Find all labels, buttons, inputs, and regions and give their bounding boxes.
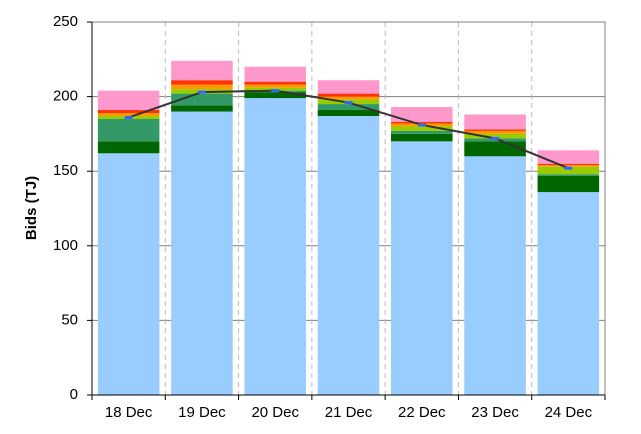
bar-segment <box>97 118 160 142</box>
bar-segment <box>244 92 306 99</box>
bar-segment <box>464 141 526 157</box>
bar-segment <box>97 141 160 154</box>
bar-segment <box>464 130 526 134</box>
bar-segment <box>391 126 453 131</box>
bar-segment <box>317 104 380 111</box>
y-tick-label: 200 <box>53 88 78 105</box>
bar-segment <box>97 110 160 114</box>
bar-segment <box>97 113 160 116</box>
x-tick-label: 18 Dec <box>105 404 153 421</box>
bar-segment <box>391 121 453 124</box>
bar-segment <box>171 105 233 112</box>
bar-segment <box>464 129 526 131</box>
y-tick-label: 150 <box>53 162 78 179</box>
x-tick-label: 22 Dec <box>398 404 446 421</box>
bar-segment <box>537 150 600 164</box>
y-tick-label: 100 <box>53 237 78 254</box>
bar-segment <box>537 192 600 395</box>
bar-segment <box>391 141 453 395</box>
bar-segment <box>171 84 233 90</box>
bar-segment <box>317 93 380 97</box>
bar-segment <box>391 130 453 134</box>
bar-segment <box>317 115 380 395</box>
x-tick-label: 19 Dec <box>178 404 226 421</box>
y-axis-title: Bids (TJ) <box>23 176 40 240</box>
bar-segment <box>244 81 306 85</box>
y-tick-label: 250 <box>53 13 78 30</box>
y-tick-label: 50 <box>61 311 78 328</box>
bar-segment <box>464 156 526 395</box>
bar-segment <box>317 110 380 116</box>
bar-segment <box>97 90 160 111</box>
bar-segment <box>171 80 233 85</box>
bar-segment <box>537 165 600 167</box>
bar-segment <box>171 111 233 396</box>
bar-segment <box>244 98 306 395</box>
bar-segment <box>537 175 600 193</box>
x-tick-label: 21 Dec <box>325 404 373 421</box>
bar-segment <box>464 133 526 139</box>
bar-segment <box>171 60 233 81</box>
bar-segment <box>317 80 380 94</box>
x-tick-label: 24 Dec <box>545 404 593 421</box>
x-tick-label: 23 Dec <box>471 404 519 421</box>
x-tick-label: 20 Dec <box>251 404 299 421</box>
bar-segment <box>97 153 160 395</box>
bar-segment <box>244 66 306 82</box>
bar-segment <box>464 114 526 130</box>
bar-segment <box>171 93 233 106</box>
y-tick-label: 0 <box>70 386 78 403</box>
bar-segment <box>537 166 600 175</box>
bar-segment <box>317 96 380 100</box>
bar-segment <box>391 107 453 122</box>
bar-segment <box>537 163 600 166</box>
bar-segment <box>244 84 306 88</box>
bar-segment <box>537 174 600 176</box>
bar-segment <box>391 133 453 142</box>
